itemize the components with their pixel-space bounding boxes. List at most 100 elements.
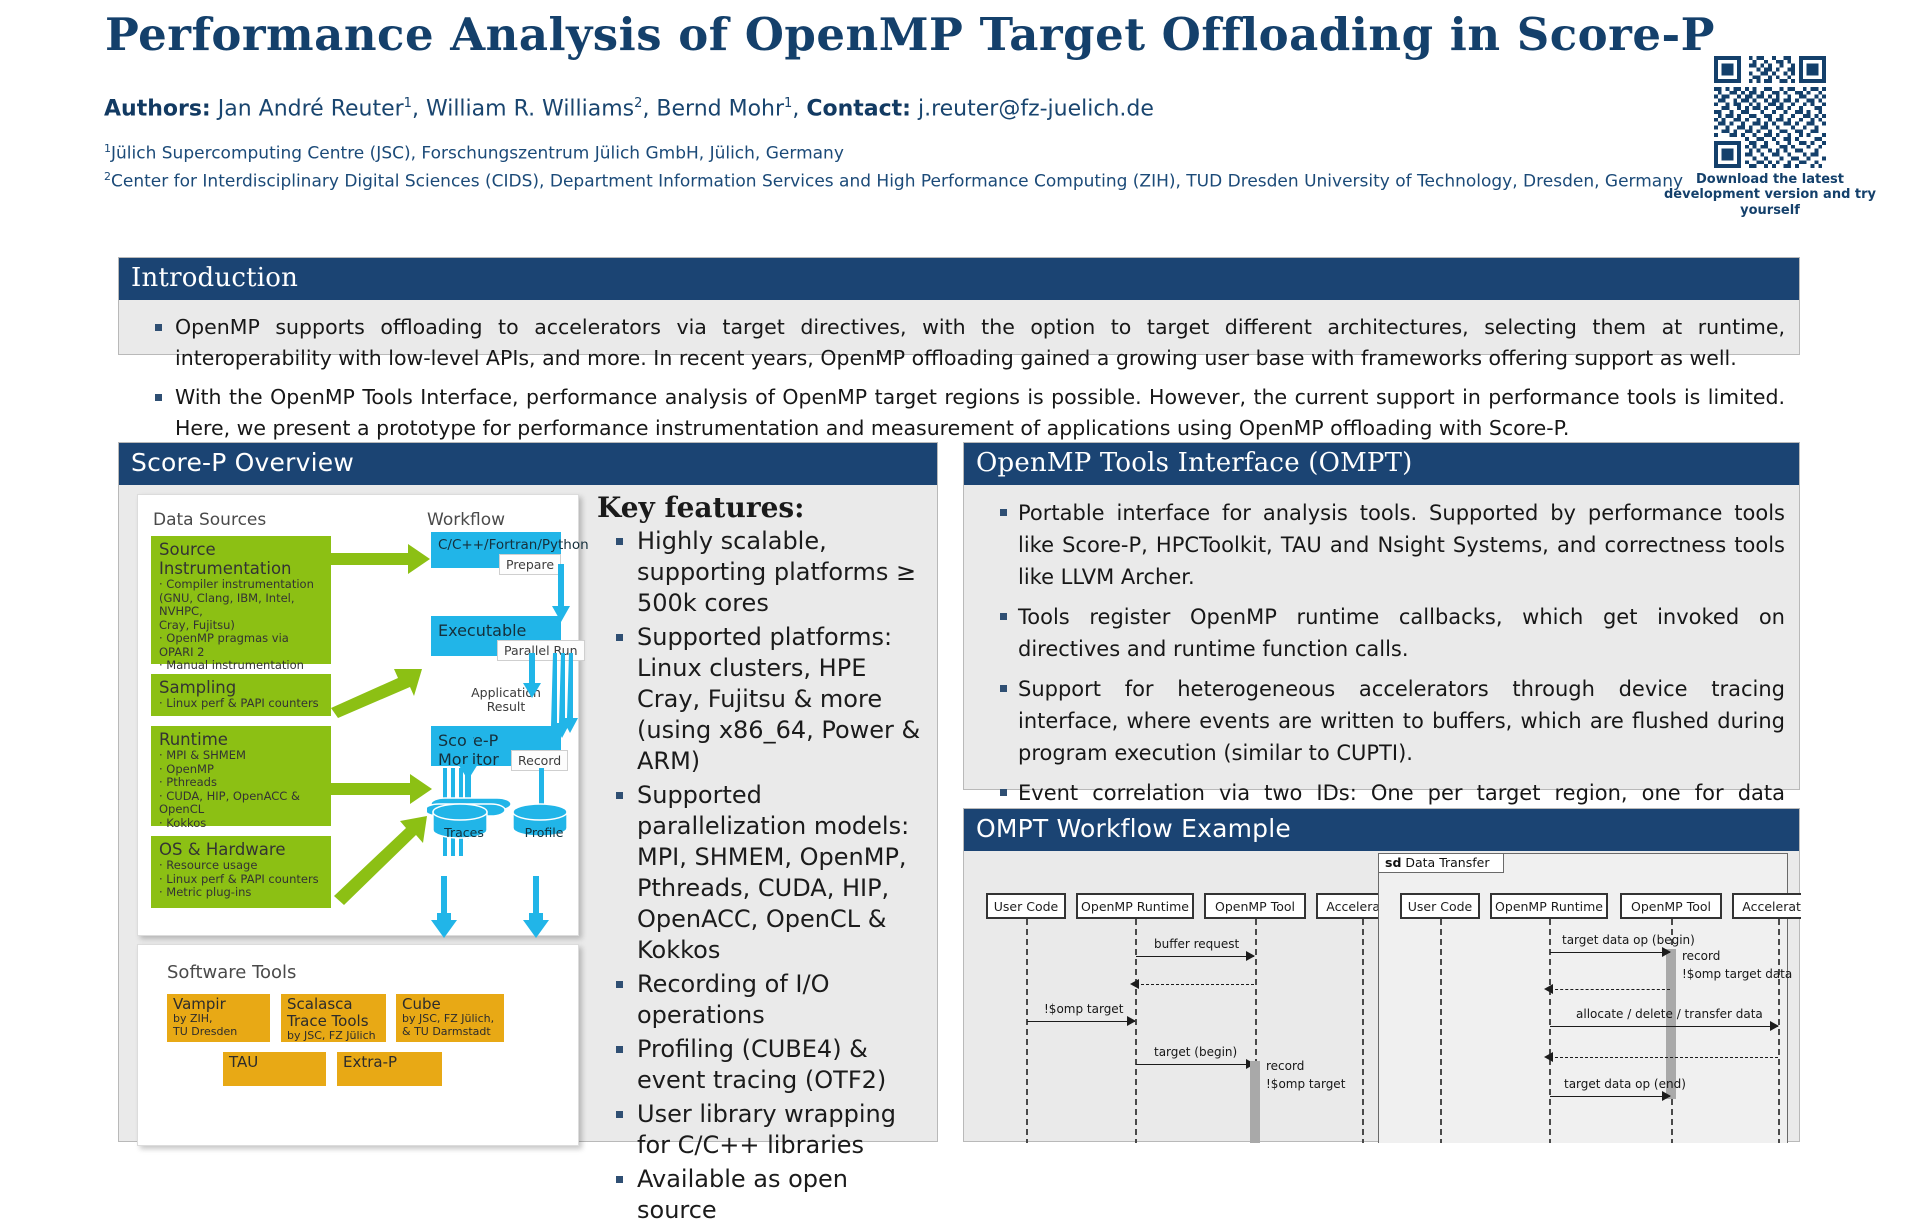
message-label: target data op (end) (1564, 1077, 1686, 1091)
tool-name: Scalasca Trace Tools (287, 995, 369, 1030)
source-line: · Linux perf & PAPI counters (159, 871, 319, 886)
lifeline-user-code (1440, 919, 1442, 1143)
workflow-title: Workflow (427, 510, 506, 530)
tool-box-tau: TAU (223, 1052, 326, 1086)
affiliation-2: 2Center for Interdisciplinary Digital Sc… (104, 170, 1683, 192)
workflow-executable-label: Executable (438, 621, 527, 640)
list-item: Support for heterogeneous accelerators t… (978, 673, 1785, 769)
authors-line: Authors: Jan André Reuter1, William R. W… (104, 96, 1154, 121)
contact-email[interactable]: j.reuter@fz-juelich.de (917, 96, 1154, 122)
list-item: Available as open source (597, 1164, 927, 1226)
introduction-bullet-list: OpenMP supports offloading to accelerato… (133, 312, 1785, 444)
list-item: User library wrapping for C/C++ librarie… (597, 1099, 927, 1161)
source-line: · Manual instrumentation (159, 658, 304, 672)
lifeline-header-openmp-runtime: OpenMP Runtime (1490, 893, 1608, 919)
arrow-head-icon (1246, 951, 1255, 961)
source-title: Sampling (159, 678, 237, 697)
introduction-panel: Introduction OpenMP supports offloading … (118, 257, 1800, 440)
tool-name: Vampir (173, 995, 226, 1013)
list-item: Highly scalable, supporting platforms ≥ … (597, 526, 927, 619)
tool-by: by ZIH, TU Dresden (173, 1012, 238, 1038)
workflow-example-heading: OMPT Workflow Example (964, 809, 1799, 851)
list-item: OpenMP supports offloading to accelerato… (133, 312, 1785, 374)
traces-label: Traces (444, 825, 484, 840)
qr-code-icon[interactable] (1714, 56, 1826, 168)
data-sources-title: Data Sources (153, 510, 267, 530)
arrow-head-icon (1130, 979, 1139, 989)
source-line: · Resource usage (159, 858, 258, 872)
message-arrow (1027, 1021, 1135, 1022)
application-result-label: Application Result (471, 685, 541, 714)
source-box-instrumentation: Source Instrumentation · Compiler instru… (151, 536, 331, 699)
author-2-sup: 2 (634, 96, 643, 111)
author-3: , Bernd Mohr (642, 96, 785, 122)
tool-name: TAU (229, 1053, 259, 1071)
affiliation-1-sup: 1 (104, 142, 111, 155)
list-item: Tools register OpenMP runtime callbacks,… (978, 601, 1785, 665)
software-tools-title: Software Tools (167, 962, 297, 983)
tool-name: Extra-P (343, 1053, 398, 1071)
tool-box-extrap: Extra-P (337, 1052, 442, 1086)
introduction-body: OpenMP supports offloading to accelerato… (119, 300, 1799, 462)
lifeline-user-code (1026, 919, 1028, 1143)
author-1: Jan André Reuter (217, 96, 404, 122)
activation-bar (1666, 949, 1676, 1099)
arrow-head-icon (1662, 947, 1671, 957)
message-arrow (1550, 1026, 1778, 1027)
scorep-diagram: Data Sources Workflow Source Instrumenta… (131, 488, 589, 1146)
message-label: target data op (begin) (1562, 933, 1695, 947)
contact-label: Contact: (806, 96, 911, 122)
source-box-sampling: Sampling · Linux perf & PAPI counters (151, 674, 331, 716)
frame-label: sd Data Transfer (1378, 853, 1505, 873)
authors-comma: , (792, 96, 800, 122)
lifeline-openmp-runtime (1549, 919, 1551, 1143)
source-line: · Metric plug-ins (159, 885, 252, 899)
lifeline-accelerator (1362, 919, 1364, 1143)
author-3-sup: 1 (784, 96, 793, 111)
ompt-bullet-list: Portable interface for analysis tools. S… (978, 497, 1785, 841)
source-line: · Compiler instrumentation (159, 577, 314, 591)
tool-box-cube: Cube by JSC, FZ Jülich, & TU Darmstadt (396, 994, 504, 1042)
page-title: Performance Analysis of OpenMP Target Of… (105, 8, 1715, 61)
message-arrow (1550, 1096, 1670, 1097)
poster-root: Performance Analysis of OpenMP Target Of… (104, 8, 1890, 1224)
lifeline-openmp-runtime (1135, 919, 1137, 1143)
tool-by: by JSC, FZ Jülich (287, 1029, 376, 1042)
source-box-runtime: Runtime · MPI & SHMEM · OpenMP · Pthread… (151, 726, 331, 829)
lifeline-openmp-tool (1255, 919, 1257, 1143)
source-line: · MPI & SHMEM (159, 748, 246, 762)
scorep-heading: Score-P Overview (119, 443, 937, 485)
list-item: Recording of I/O operations (597, 969, 927, 1031)
affiliation-1-text: Jülich Supercomputing Centre (JSC), Fors… (111, 143, 844, 164)
message-label: buffer request (1154, 937, 1240, 951)
activation-bar (1250, 1061, 1260, 1143)
message-return-arrow (1136, 984, 1254, 985)
arrow-head-icon (1770, 1021, 1779, 1031)
message-return-arrow (1550, 989, 1670, 990)
frame-kind: sd (1385, 855, 1402, 870)
source-line: · CUDA, HIP, OpenACC & OpenCL (159, 788, 300, 816)
prepare-tag: Prepare (499, 554, 562, 575)
list-item: Portable interface for analysis tools. S… (978, 497, 1785, 593)
arrow-head-icon (1127, 1016, 1136, 1026)
cyan-connectors (431, 564, 578, 938)
source-line: · OpenMP pragmas via OPARI 2 (159, 631, 289, 659)
record-sublabel: !$omp target (1266, 1077, 1346, 1091)
key-features-title: Key features: (597, 491, 805, 524)
frame-title: Data Transfer (1405, 855, 1490, 870)
source-line: · Pthreads (159, 775, 217, 789)
author-1-sup: 1 (403, 96, 412, 111)
tool-box-vampir: Vampir by ZIH, TU Dresden (167, 994, 270, 1042)
lifeline-accelerator (1778, 919, 1780, 1143)
source-line: · Linux perf & PAPI counters (159, 696, 319, 710)
tool-box-scalasca: Scalasca Trace Tools by JSC, FZ Jülich (281, 994, 386, 1042)
record-label: record (1682, 949, 1721, 963)
qr-block: Download the latest development version … (1650, 56, 1890, 218)
lifeline-header-openmp-tool: OpenMP Tool (1204, 893, 1306, 919)
lifeline-header-openmp-runtime: OpenMP Runtime (1076, 893, 1194, 919)
introduction-heading: Introduction (119, 258, 1799, 300)
arrow-head-icon (1662, 1091, 1671, 1101)
message-label: !$omp target (1044, 1002, 1124, 1016)
ompt-panel: OpenMP Tools Interface (OMPT) Portable i… (963, 442, 1800, 837)
message-arrow (1136, 956, 1254, 957)
